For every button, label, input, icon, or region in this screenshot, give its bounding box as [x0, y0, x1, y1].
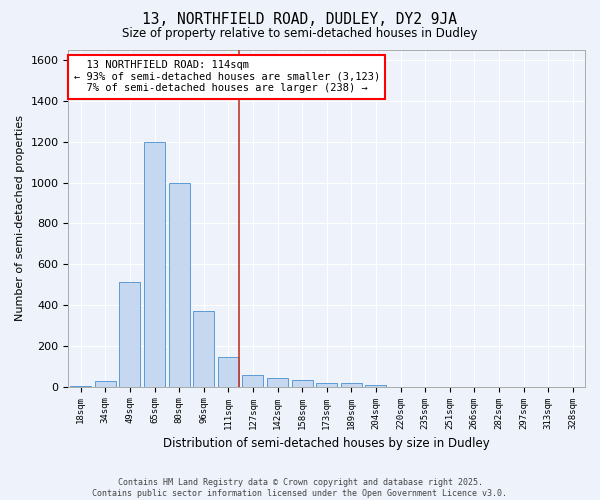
Text: 13 NORTHFIELD ROAD: 114sqm
← 93% of semi-detached houses are smaller (3,123)
  7: 13 NORTHFIELD ROAD: 114sqm ← 93% of semi…: [74, 60, 380, 94]
Bar: [242, 376, 263, 386]
Text: 13, NORTHFIELD ROAD, DUDLEY, DY2 9JA: 13, NORTHFIELD ROAD, DUDLEY, DY2 9JA: [143, 12, 458, 28]
Bar: [341, 382, 362, 386]
Text: Contains HM Land Registry data © Crown copyright and database right 2025.
Contai: Contains HM Land Registry data © Crown c…: [92, 478, 508, 498]
Bar: [193, 311, 214, 386]
X-axis label: Distribution of semi-detached houses by size in Dudley: Distribution of semi-detached houses by …: [163, 437, 490, 450]
Bar: [316, 382, 337, 386]
Bar: [144, 142, 165, 386]
Bar: [267, 378, 288, 386]
Bar: [95, 380, 116, 386]
Y-axis label: Number of semi-detached properties: Number of semi-detached properties: [15, 116, 25, 322]
Text: Size of property relative to semi-detached houses in Dudley: Size of property relative to semi-detach…: [122, 28, 478, 40]
Bar: [365, 384, 386, 386]
Bar: [169, 182, 190, 386]
Bar: [119, 282, 140, 387]
Bar: [292, 380, 313, 386]
Bar: [218, 357, 239, 386]
